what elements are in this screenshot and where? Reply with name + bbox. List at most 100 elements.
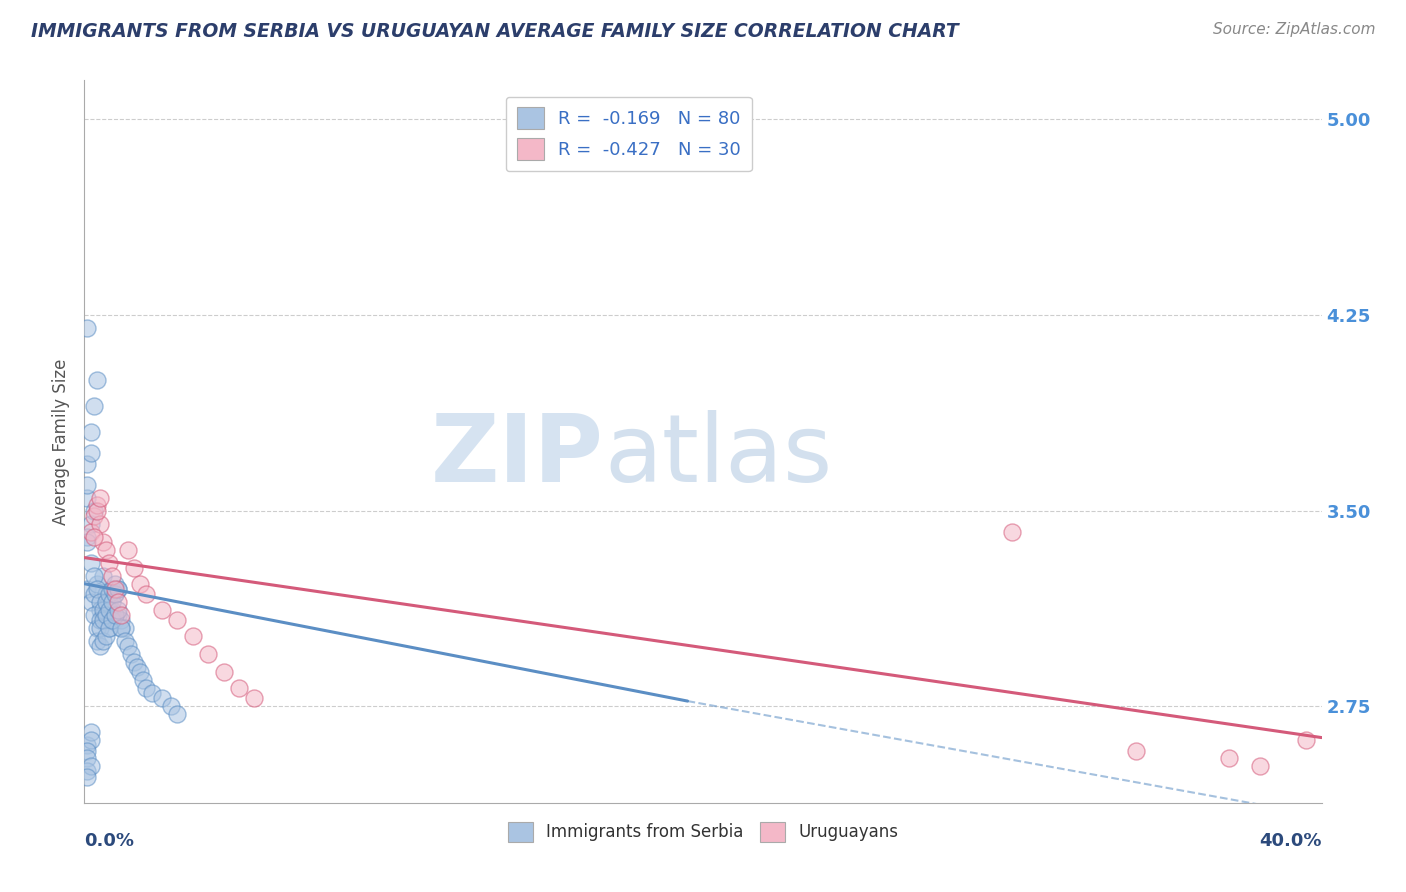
Point — [86, 634, 108, 648]
Point — [150, 603, 173, 617]
Point — [76, 491, 98, 505]
Point — [132, 673, 155, 688]
Point — [181, 629, 204, 643]
Point — [83, 587, 105, 601]
Point — [83, 503, 105, 517]
Point — [107, 603, 129, 617]
Point — [79, 524, 101, 539]
Point — [76, 457, 98, 471]
Point — [1001, 524, 1024, 539]
Text: 0.0%: 0.0% — [84, 831, 135, 850]
Point — [76, 530, 98, 544]
Point — [104, 613, 127, 627]
Point — [86, 499, 108, 513]
Point — [91, 603, 114, 617]
Point — [86, 582, 108, 596]
Text: 40.0%: 40.0% — [1260, 831, 1322, 850]
Point — [104, 576, 127, 591]
Point — [76, 770, 98, 784]
Point — [101, 607, 124, 622]
Point — [79, 556, 101, 570]
Point — [76, 477, 98, 491]
Point — [83, 607, 105, 622]
Point — [94, 587, 117, 601]
Point — [120, 647, 142, 661]
Point — [89, 595, 111, 609]
Point — [129, 665, 152, 680]
Text: Source: ZipAtlas.com: Source: ZipAtlas.com — [1212, 22, 1375, 37]
Point — [76, 739, 98, 753]
Point — [79, 516, 101, 531]
Point — [89, 613, 111, 627]
Point — [107, 595, 129, 609]
Point — [117, 542, 139, 557]
Point — [243, 691, 266, 706]
Point — [114, 621, 136, 635]
Point — [98, 621, 121, 635]
Point — [83, 530, 105, 544]
Point — [104, 587, 127, 601]
Point — [101, 595, 124, 609]
Point — [76, 764, 98, 779]
Point — [104, 607, 127, 622]
Point — [86, 621, 108, 635]
Point — [117, 640, 139, 654]
Point — [91, 607, 114, 622]
Point — [79, 425, 101, 440]
Point — [89, 640, 111, 654]
Point — [101, 582, 124, 596]
Point — [86, 503, 108, 517]
Point — [89, 621, 111, 635]
Point — [91, 569, 114, 583]
Point — [89, 603, 111, 617]
Point — [76, 744, 98, 758]
Point — [114, 634, 136, 648]
Point — [98, 621, 121, 635]
Point — [94, 629, 117, 643]
Point — [122, 655, 145, 669]
Point — [166, 707, 188, 722]
Point — [135, 681, 157, 695]
Point — [160, 699, 183, 714]
Point — [89, 491, 111, 505]
Point — [86, 373, 108, 387]
Point — [110, 607, 132, 622]
Point — [79, 759, 101, 773]
Point — [110, 621, 132, 635]
Point — [94, 595, 117, 609]
Point — [141, 686, 163, 700]
Point — [83, 508, 105, 523]
Point — [79, 446, 101, 460]
Point — [122, 561, 145, 575]
Point — [101, 569, 124, 583]
Y-axis label: Average Family Size: Average Family Size — [52, 359, 70, 524]
Point — [79, 725, 101, 739]
Point — [104, 587, 127, 601]
Point — [1218, 751, 1240, 765]
Point — [91, 535, 114, 549]
Point — [94, 542, 117, 557]
Point — [110, 613, 132, 627]
Point — [76, 751, 98, 765]
Point — [101, 603, 124, 617]
Point — [107, 607, 129, 622]
Point — [104, 582, 127, 596]
Point — [101, 613, 124, 627]
Text: atlas: atlas — [605, 410, 832, 502]
Point — [166, 613, 188, 627]
Point — [76, 321, 98, 335]
Point — [98, 556, 121, 570]
Point — [135, 587, 157, 601]
Point — [79, 595, 101, 609]
Legend: Immigrants from Serbia, Uruguayans: Immigrants from Serbia, Uruguayans — [501, 815, 905, 848]
Text: ZIP: ZIP — [432, 410, 605, 502]
Point — [129, 576, 152, 591]
Point — [228, 681, 250, 695]
Point — [83, 400, 105, 414]
Point — [91, 634, 114, 648]
Point — [76, 535, 98, 549]
Point — [150, 691, 173, 706]
Text: IMMIGRANTS FROM SERBIA VS URUGUAYAN AVERAGE FAMILY SIZE CORRELATION CHART: IMMIGRANTS FROM SERBIA VS URUGUAYAN AVER… — [31, 22, 959, 41]
Point — [86, 576, 108, 591]
Point — [98, 587, 121, 601]
